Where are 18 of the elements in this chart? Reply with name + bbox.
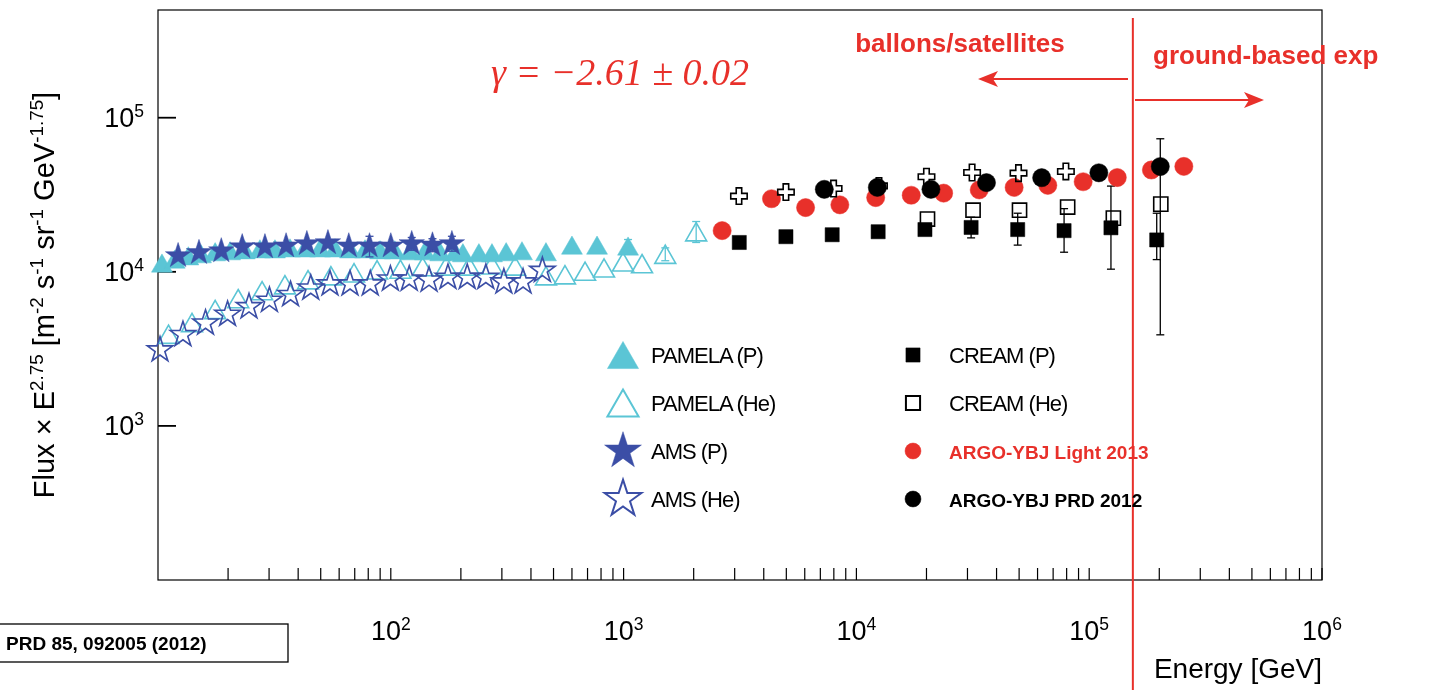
x-tick-label: 10$^{5}$ bbox=[1069, 614, 1110, 646]
y-tick-label: 10$^{4}$ bbox=[104, 254, 145, 287]
x-tick-label: 10$^{2}$ bbox=[370, 614, 411, 646]
legend-label: AMS (He) bbox=[651, 487, 740, 512]
annotation: ballons/satellites bbox=[855, 28, 1065, 58]
legend-label: CREAM (He) bbox=[949, 391, 1068, 416]
y-tick-label: 10$^{5}$ bbox=[104, 100, 145, 133]
text: PRD 85, 092005 (2012) bbox=[6, 633, 207, 654]
annotation: γ = −2.61 ± 0.02 bbox=[490, 51, 750, 93]
legend-label: PAMELA (P) bbox=[651, 343, 763, 368]
x-tick-label: 10$^{3}$ bbox=[603, 614, 644, 646]
y-tick-label: 10$^{3}$ bbox=[104, 408, 144, 441]
legend-label: AMS (P) bbox=[651, 439, 728, 464]
legend-label: CREAM (P) bbox=[949, 343, 1055, 368]
legend-label: PAMELA (He) bbox=[651, 391, 776, 416]
x-tick-label: 10$^{6}$ bbox=[1302, 614, 1342, 646]
x-axis-title: Energy [GeV] bbox=[1153, 653, 1322, 684]
x-tick-label: 10$^{4}$ bbox=[836, 614, 877, 646]
